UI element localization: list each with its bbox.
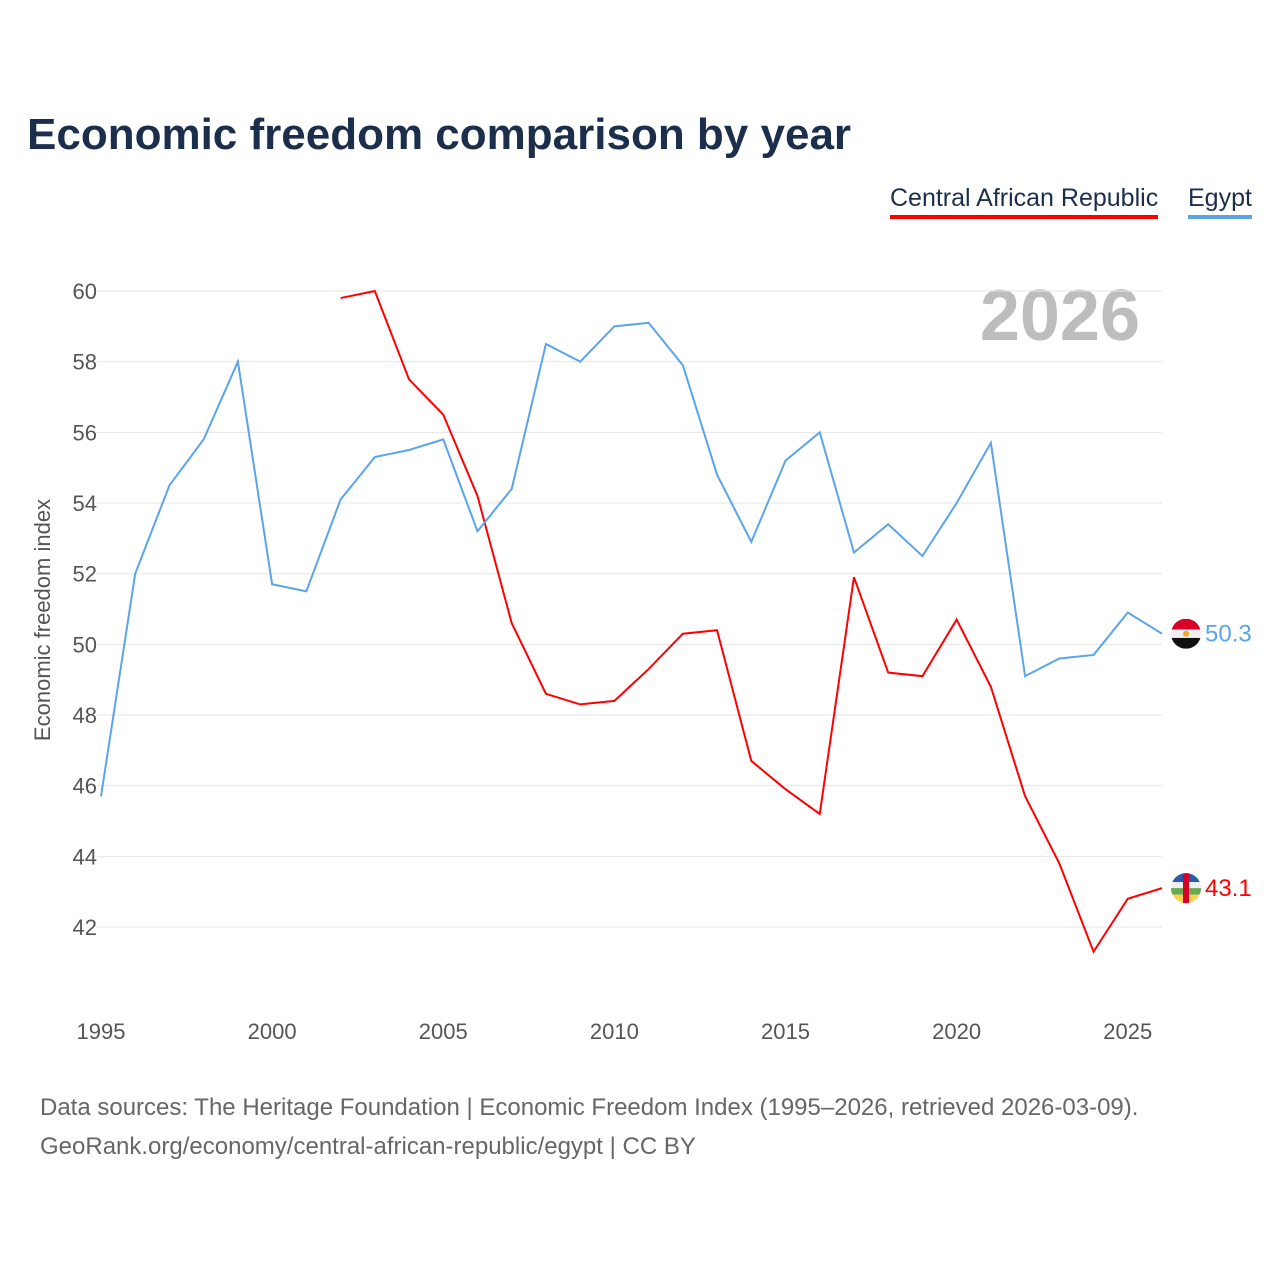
legend-item-central-african-republic[interactable]: Central African Republic — [890, 184, 1159, 219]
end-value-label: 43.1 — [1205, 875, 1252, 902]
flag-band — [1171, 637, 1201, 649]
x-tick-label: 2015 — [761, 1019, 810, 1044]
series-line-central-african-republic — [340, 289, 1163, 954]
data-sources: Data sources: The Heritage Foundation | … — [40, 1094, 1139, 1121]
chart-title: Economic freedom comparison by year — [27, 110, 852, 159]
flag-emblem — [1183, 630, 1189, 637]
source-link[interactable]: GeoRank.org/economy/central-african-repu… — [40, 1133, 696, 1160]
end-value-label: 50.3 — [1205, 621, 1252, 648]
flag-band — [1183, 873, 1189, 904]
y-tick-label: 56 — [73, 420, 97, 445]
y-tick-label: 50 — [73, 632, 97, 657]
y-tick-label: 54 — [73, 491, 97, 516]
x-tick-label: 2000 — [248, 1019, 297, 1044]
central-african-republic-flag-icon — [1171, 873, 1201, 904]
y-tick-label: 44 — [73, 844, 97, 869]
legend-item-egypt[interactable]: Egypt — [1188, 184, 1252, 219]
y-tick-label: 48 — [73, 703, 97, 728]
y-tick-label: 42 — [73, 915, 97, 940]
egypt-flag-icon — [1171, 618, 1201, 649]
year-watermark: 2026 — [980, 276, 1140, 356]
y-tick-label: 46 — [73, 774, 97, 799]
y-tick-label: 60 — [73, 279, 97, 304]
y-tick-label: 58 — [73, 350, 97, 375]
x-tick-label: 2020 — [932, 1019, 981, 1044]
x-tick-label: 1995 — [77, 1019, 126, 1044]
x-tick-label: 2005 — [419, 1019, 468, 1044]
x-tick-label: 2025 — [1103, 1019, 1152, 1044]
y-tick-label: 52 — [73, 562, 97, 587]
flag-band — [1171, 618, 1201, 630]
series-line-egypt — [100, 321, 1163, 797]
footer: Data sources: The Heritage Foundation | … — [40, 1088, 1138, 1166]
y-axis-label: Economic freedom index — [30, 499, 55, 741]
x-tick-label: 2010 — [590, 1019, 639, 1044]
